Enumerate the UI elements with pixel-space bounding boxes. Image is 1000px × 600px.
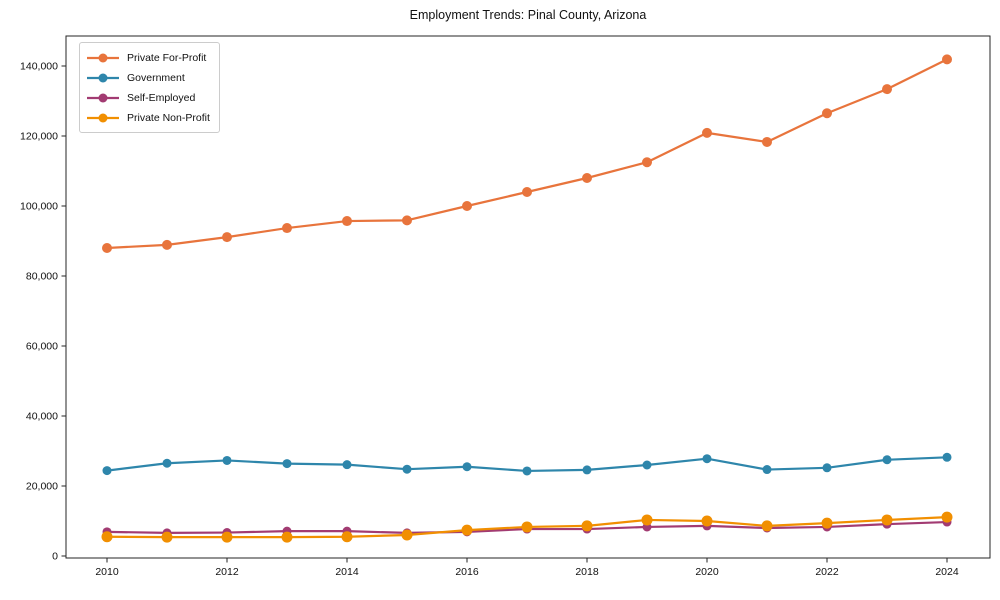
x-tick-label: 2012	[215, 566, 239, 578]
y-tick-label: 80,000	[26, 271, 58, 283]
data-point-government	[582, 465, 592, 475]
y-tick-label: 120,000	[20, 131, 58, 143]
data-point-private-non-profit	[521, 521, 533, 533]
data-point-private-for-profit	[822, 108, 832, 119]
data-point-government	[882, 455, 892, 465]
data-point-private-for-profit	[702, 127, 712, 138]
data-point-private-for-profit	[642, 157, 652, 168]
data-point-private-non-profit	[101, 531, 113, 543]
data-point-private-non-profit	[161, 531, 173, 543]
data-point-private-non-profit	[401, 529, 413, 541]
data-point-government	[702, 454, 712, 464]
series-line-private-for-profit	[106, 58, 948, 250]
x-tick-label: 2022	[815, 566, 839, 578]
data-point-private-non-profit	[641, 514, 653, 526]
data-point-private-non-profit	[881, 514, 893, 526]
legend: Private For-Profit Government Self-Emplo…	[79, 42, 220, 133]
data-point-government	[342, 460, 352, 470]
data-point-private-for-profit	[522, 187, 532, 197]
data-point-government	[462, 462, 472, 472]
data-point-private-for-profit	[942, 54, 952, 65]
data-point-government	[162, 458, 172, 468]
data-point-private-for-profit	[582, 173, 592, 183]
data-point-private-non-profit	[581, 520, 593, 532]
y-tick-label: 0	[52, 551, 58, 563]
data-point-government	[762, 465, 772, 475]
legend-label: Government	[127, 71, 185, 84]
data-point-government	[222, 455, 232, 465]
legend-item-government: Government	[86, 68, 213, 87]
y-tick-label: 100,000	[20, 201, 58, 213]
legend-item-private-non-profit: Private Non-Profit	[86, 108, 213, 127]
plot-border	[65, 35, 991, 559]
line-marker-icon	[87, 73, 119, 82]
x-tick-label: 2020	[695, 566, 719, 578]
data-point-government	[822, 463, 832, 473]
y-tick-label: 20,000	[26, 481, 58, 493]
data-point-private-non-profit	[221, 531, 233, 543]
data-point-private-non-profit	[821, 517, 833, 529]
legend-item-self-employed: Self-Employed	[86, 88, 213, 107]
data-point-private-for-profit	[462, 201, 472, 211]
data-point-private-non-profit	[761, 520, 773, 532]
x-tick-label: 2010	[95, 566, 119, 578]
data-point-private-for-profit	[222, 232, 232, 243]
data-point-private-for-profit	[282, 223, 292, 234]
y-tick-label: 40,000	[26, 411, 58, 423]
x-tick-label: 2014	[335, 566, 359, 578]
y-tick-label: 60,000	[26, 341, 58, 353]
legend-label: Self-Employed	[127, 91, 196, 104]
data-point-government	[402, 464, 412, 474]
x-tick-label: 2016	[455, 566, 479, 578]
x-tick-label: 2024	[935, 566, 959, 578]
legend-item-private-for-profit: Private For-Profit	[86, 48, 213, 67]
data-point-private-non-profit	[941, 511, 953, 523]
y-tick-label: 140,000	[20, 61, 58, 73]
line-marker-icon	[87, 93, 119, 102]
data-point-government	[642, 460, 652, 470]
chart-title: Employment Trends: Pinal County, Arizona	[409, 8, 647, 22]
data-point-government	[942, 452, 952, 462]
data-point-government	[282, 459, 292, 469]
legend-label: Private For-Profit	[127, 51, 207, 64]
data-point-private-for-profit	[342, 216, 352, 227]
line-marker-icon	[87, 113, 119, 122]
legend-label: Private Non-Profit	[127, 111, 210, 124]
data-point-private-for-profit	[162, 239, 172, 250]
data-point-private-non-profit	[341, 531, 353, 543]
data-point-private-for-profit	[882, 84, 892, 95]
data-point-private-non-profit	[461, 524, 473, 536]
data-point-government	[522, 466, 532, 476]
data-point-private-for-profit	[402, 215, 412, 226]
data-point-private-for-profit	[762, 136, 772, 147]
x-tick-label: 2018	[575, 566, 599, 578]
data-point-private-non-profit	[701, 515, 713, 527]
data-point-private-for-profit	[102, 243, 112, 253]
line-marker-icon	[87, 53, 119, 62]
data-point-private-non-profit	[281, 531, 293, 543]
data-point-government	[102, 466, 112, 476]
